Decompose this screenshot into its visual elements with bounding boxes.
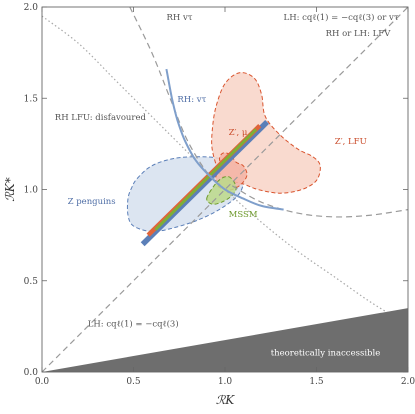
curves bbox=[41, 6, 409, 373]
y-tick-label: 1.5 bbox=[24, 94, 39, 104]
excluded-region bbox=[42, 308, 408, 372]
x-tick-label: 1.0 bbox=[218, 377, 233, 387]
annotation-rh-lfu-disfavoured: RH LFU: disfavoured bbox=[55, 113, 147, 123]
y-tick-label: 0.5 bbox=[24, 277, 39, 287]
band-3 bbox=[154, 128, 258, 231]
ticks: 0.0 0.5 1.0 1.5 2.0 0.0 0.5 1.0 1.5 2.0 bbox=[24, 3, 415, 387]
annotations: RH vτ LH: cqℓ(1) = −cqℓ(3) or vτ RH or LH:… bbox=[55, 12, 399, 359]
x-tick-label: 0.0 bbox=[35, 377, 50, 387]
annotation-z-lfu: Z′, LFU bbox=[335, 137, 367, 147]
x-tick-label: 0.5 bbox=[126, 377, 141, 387]
annotation-rh-v: RH: vτ bbox=[177, 95, 206, 105]
annotation-lh-cq-1-cq-3: LH: cqℓ(1) = −cqℓ(3) bbox=[88, 318, 179, 329]
band-1 bbox=[140, 120, 270, 247]
axis-titles: ℛK ℛK* bbox=[3, 177, 235, 407]
x-tick-label: 2.0 bbox=[401, 377, 415, 387]
curve-rh-or-lh-lfv bbox=[232, 185, 409, 218]
y-tick-label: 0.0 bbox=[24, 368, 39, 378]
annotation-lh-cq-1-cq-3-or-v: LH: cqℓ(1) = −cqℓ(3) or vτ bbox=[284, 12, 399, 23]
y-tick-label: 2.0 bbox=[24, 3, 39, 13]
theoretically-inaccessible-region bbox=[42, 308, 408, 372]
y-axis-title: ℛK* bbox=[3, 177, 17, 202]
annotation-rh-v: RH vτ bbox=[166, 13, 192, 23]
region-mssm bbox=[206, 176, 237, 205]
annotation-rh-or-lh-lfv: RH or LH: LFV bbox=[326, 29, 392, 39]
annotation-z: Z′, μ bbox=[229, 128, 248, 138]
y-tick-label: 1.0 bbox=[24, 186, 39, 196]
curve-rh-v bbox=[129, 6, 220, 187]
annotation-z-penguins: Z penguins bbox=[68, 197, 116, 207]
bands bbox=[140, 120, 270, 247]
x-tick-label: 1.5 bbox=[309, 377, 324, 387]
x-axis-title: ℛK bbox=[216, 393, 236, 407]
annotation-mssm: MSSM bbox=[229, 210, 258, 220]
curve-rh-v bbox=[165, 68, 284, 211]
annotation-theoretically-inaccessible: theoretically inaccessible bbox=[271, 349, 380, 359]
regions bbox=[126, 72, 321, 233]
